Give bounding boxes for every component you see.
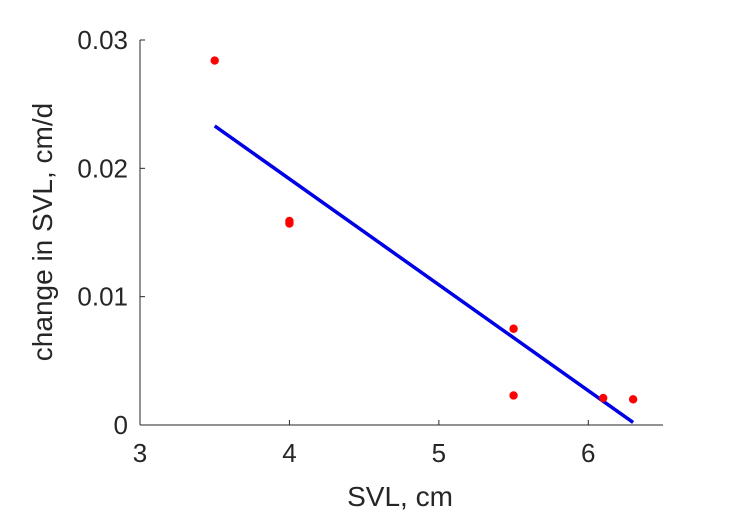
data-point	[285, 219, 294, 228]
x-tick-label: 5	[432, 438, 446, 468]
data-point	[509, 391, 518, 400]
fit-line	[213, 124, 635, 424]
x-tick-label: 4	[282, 438, 296, 468]
data-point	[599, 393, 608, 403]
data-point	[210, 56, 219, 65]
data-point	[628, 395, 638, 404]
x-axis-label: SVL, cm	[347, 481, 453, 512]
y-axis-label: change in SVL, cm/d	[27, 103, 58, 361]
data-point	[509, 324, 518, 333]
y-tick-label: 0.02	[77, 153, 128, 183]
x-tick-label: 6	[581, 438, 595, 468]
y-tick-label: 0.03	[77, 25, 128, 55]
x-tick-label: 3	[133, 438, 147, 468]
plot-marks	[210, 56, 638, 424]
y-tick-label: 0	[114, 410, 128, 440]
y-tick-label: 0.01	[77, 282, 128, 312]
axes: 3 4 5 6 0 0.01 0.02 0.03	[77, 25, 663, 468]
